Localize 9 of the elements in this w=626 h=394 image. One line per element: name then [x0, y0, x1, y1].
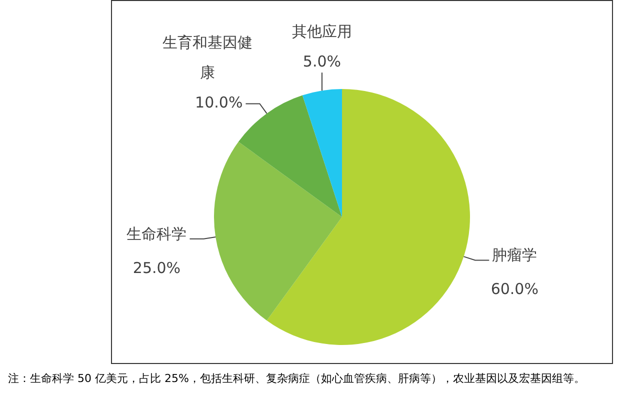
data-label: 25.0%: [132, 258, 181, 277]
slice-label: 其他应用: [292, 22, 352, 41]
slice-label: 生育和基因健康: [162, 34, 253, 82]
slice-label: 生命科学: [126, 224, 187, 243]
data-label: 10.0%: [195, 94, 243, 112]
data-label: 5.0%: [302, 52, 342, 71]
slice-label: 肿瘤学: [492, 246, 538, 264]
data-label: 60.0%: [490, 280, 538, 298]
text: 注：生命科学 50 亿美元，占比 25%，包括生科研、复杂病症（如心血管疾病、肝病等），农业基因以及宏基因组等。: [8, 371, 585, 386]
